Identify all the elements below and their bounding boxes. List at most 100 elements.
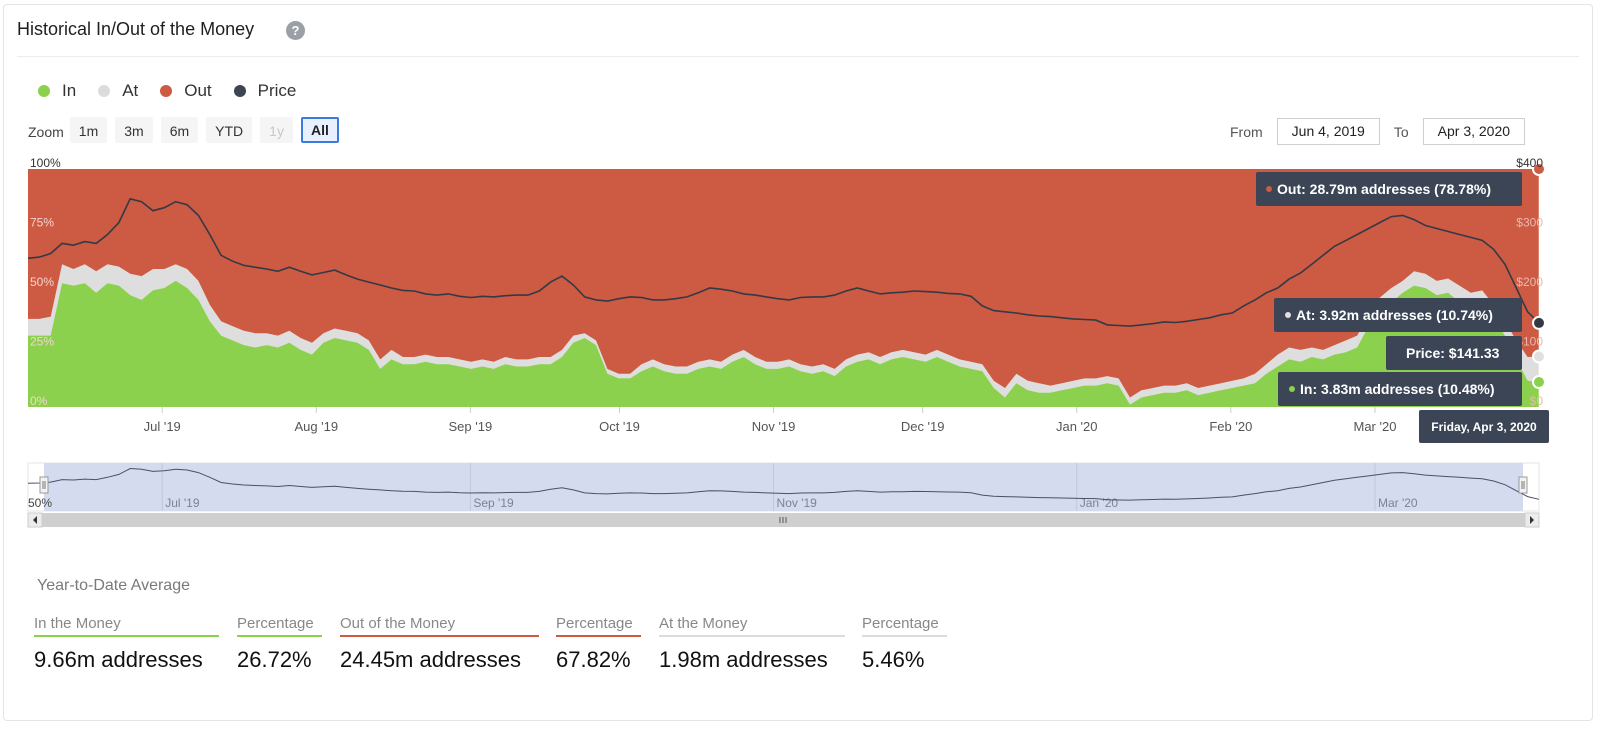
navigator-label: Mar '20 <box>1378 496 1418 510</box>
tooltip-at-dot <box>1285 312 1291 318</box>
legend-label-price: Price <box>257 81 297 100</box>
out-marker <box>1532 162 1546 176</box>
stat-value: 9.66m addresses <box>34 647 203 672</box>
stat-value: 24.45m addresses <box>340 647 521 672</box>
zoom-1m-button[interactable]: 1m <box>69 117 108 143</box>
stat-label: At the Money <box>659 615 845 637</box>
to-label: To <box>1393 123 1409 140</box>
navigator-label: Nov '19 <box>777 496 818 510</box>
x-axis-label: Sep '19 <box>449 419 493 434</box>
chart-card: Historical In/Out of the Money ? In At O… <box>3 4 1593 721</box>
legend-label-out: Out <box>184 81 212 100</box>
x-axis-label: Feb '20 <box>1209 419 1252 434</box>
tooltip: Out: 28.79m addresses (78.78%) At: 3.92m … <box>1256 172 1549 443</box>
stat-value: 67.82% <box>556 647 631 672</box>
x-axis-label: Jul '19 <box>144 419 181 434</box>
help-icon[interactable]: ? <box>286 21 305 40</box>
legend-label-at: At <box>122 81 139 100</box>
legend-item-out[interactable]: Out <box>160 81 212 101</box>
tooltip-at-text: At: 3.92m addresses (10.74%) <box>1296 307 1493 323</box>
zoom-controls: Zoom 1m 3m 6m YTD 1y All <box>28 117 347 143</box>
legend-item-in[interactable]: In <box>38 81 76 101</box>
tooltip-at-box <box>1274 298 1522 332</box>
tooltip-price-text: Price: $141.33 <box>1406 345 1500 361</box>
price-marker <box>1532 315 1546 330</box>
x-axis-label: Aug '19 <box>294 419 338 434</box>
stat-out-of-the-money: Out of the Money 24.45m addresses <box>340 615 539 673</box>
price-line <box>27 197 1540 327</box>
y-axis-left-label: 50% <box>30 275 54 289</box>
stat-label: Percentage <box>862 615 947 637</box>
main-plot[interactable] <box>27 162 1546 407</box>
zoom-ytd-button[interactable]: YTD <box>206 117 253 143</box>
y-axis-left-label: 25% <box>30 335 54 349</box>
x-axis-label: Oct '19 <box>599 419 640 434</box>
legend-dot-in <box>38 85 50 97</box>
stat-value: 1.98m addresses <box>659 647 828 672</box>
zoom-1y-button[interactable]: 1y <box>260 117 293 143</box>
navigator-label: Jul '19 <box>165 496 200 510</box>
title-divider <box>17 56 1579 57</box>
legend-label-in: In <box>62 81 77 100</box>
axes: 100% 75% 50% 25% 0% $400 $300 $200 $100 $0 Jul '19… <box>30 156 1543 434</box>
zoom-label: Zoom <box>28 124 64 140</box>
from-date-input[interactable]: Jun 4, 2019 <box>1276 118 1380 145</box>
tooltip-in-box <box>1278 372 1522 406</box>
stat-value: 26.72% <box>237 647 312 672</box>
ytd-heading: Year-to-Date Average <box>37 577 190 594</box>
x-axis-label: Nov '19 <box>752 419 796 434</box>
stat-label: Out of the Money <box>340 615 539 637</box>
tooltip-in-dot <box>1289 386 1295 392</box>
stat-out-percentage: Percentage 67.82% <box>556 615 641 673</box>
zoom-3m-button[interactable]: 3m <box>115 117 153 143</box>
navigator-label: Sep '19 <box>473 496 514 510</box>
legend-item-price[interactable]: Price <box>233 81 297 101</box>
legend-dot-out <box>160 85 173 97</box>
stat-in-the-money: In the Money 9.66m addresses <box>34 615 219 673</box>
tooltip-out-text: Out: 28.79m addresses (78.78%) <box>1277 181 1491 197</box>
y-axis-right-label: $300 <box>1516 216 1543 230</box>
legend-dot-at <box>98 85 111 97</box>
tooltip-date-text: Friday, Apr 3, 2020 <box>1431 420 1537 434</box>
date-range: From Jun 4, 2019 To Apr 3, 2020 <box>1230 118 1526 145</box>
y-axis-left-label: 0% <box>30 394 48 408</box>
legend-dot-price <box>233 85 246 97</box>
stat-at-the-money: At the Money 1.98m addresses <box>659 615 845 673</box>
at-marker <box>1532 349 1546 364</box>
y-axis-right-label: $400 <box>1516 156 1543 170</box>
chart-title: Historical In/Out of the Money <box>17 19 255 39</box>
stat-label: Percentage <box>237 615 322 637</box>
stat-value: 5.46% <box>862 647 925 672</box>
navigator-left-handle[interactable] <box>39 476 49 494</box>
in-marker <box>1532 375 1546 390</box>
x-axis-label: Jan '20 <box>1056 419 1098 434</box>
scroll-right-arrow-icon <box>1530 516 1534 524</box>
to-date-input[interactable]: Apr 3, 2020 <box>1422 118 1526 145</box>
in-area <box>28 280 1539 407</box>
from-label: From <box>1230 123 1263 140</box>
zoom-6m-button[interactable]: 6m <box>160 117 199 143</box>
y-axis-left-label: 75% <box>30 216 54 230</box>
navigator-selection <box>44 463 1523 511</box>
y-axis-left-label: 100% <box>30 156 61 170</box>
zoom-all-button[interactable]: All <box>300 117 339 143</box>
x-axis-label: Mar '20 <box>1354 419 1397 434</box>
y-axis-right-label: $0 <box>1530 394 1544 408</box>
tooltip-out-box <box>1256 172 1522 206</box>
navigator-line <box>27 467 1540 501</box>
tooltip-out-dot <box>1266 186 1272 192</box>
chart-svg[interactable]: 100% 75% 50% 25% 0% $400 $300 $200 $100 $0 Jul '19… <box>4 5 1594 545</box>
legend-item-at[interactable]: At <box>98 81 138 101</box>
navigator-y-label: 50% <box>28 496 52 510</box>
tooltip-date-box <box>1419 410 1549 443</box>
stat-at-percentage: Percentage 5.46% <box>862 615 947 673</box>
y-axis-right-label: $200 <box>1516 275 1543 289</box>
legend: In At Out Price <box>38 81 318 101</box>
navigator-right-handle[interactable] <box>1518 476 1528 494</box>
stat-label: In the Money <box>34 615 219 637</box>
stat-in-percentage: Percentage 26.72% <box>237 615 322 673</box>
stat-label: Percentage <box>556 615 641 637</box>
scroll-left-arrow-icon <box>33 516 37 524</box>
tooltip-in-text: In: 3.83m addresses (10.48%) <box>1300 381 1495 397</box>
